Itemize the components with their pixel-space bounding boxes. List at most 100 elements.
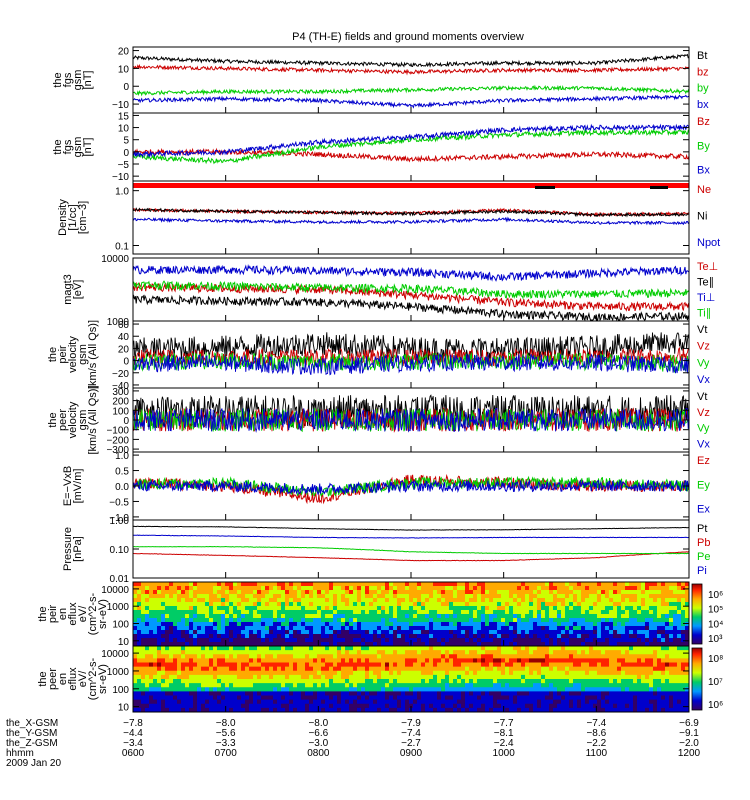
- spectro-cell: [509, 582, 514, 587]
- spectro-cell: [485, 658, 490, 664]
- spectro-cell: [605, 614, 610, 619]
- spectro-cell: [485, 594, 490, 599]
- spectro-cell: [313, 707, 318, 713]
- spectro-cell: [585, 626, 590, 631]
- spectro-cell: [617, 707, 622, 713]
- spectro-cell: [141, 683, 146, 688]
- spectro-cell: [369, 586, 374, 591]
- spectro-cell: [585, 602, 590, 607]
- spectro-cell: [277, 630, 282, 635]
- spectro-cell: [685, 634, 690, 639]
- spectro-cell: [205, 602, 210, 607]
- spectro-cell: [577, 666, 582, 672]
- spectro-cell: [481, 614, 486, 619]
- spectro-cell: [421, 666, 426, 672]
- spectro-cell: [473, 670, 478, 676]
- spectro-cell: [165, 582, 170, 587]
- spectro-cell: [453, 695, 458, 701]
- panel-frame: [132, 180, 690, 255]
- y-tick-label: 10000: [101, 649, 129, 660]
- spectro-cell: [201, 594, 206, 599]
- spectro-cell: [601, 594, 606, 599]
- spectro-cell: [337, 699, 342, 705]
- series-line-Pe: [133, 545, 689, 555]
- spectro-cell: [157, 650, 162, 655]
- spectro-cell: [329, 642, 334, 647]
- spectro-cell: [349, 586, 354, 591]
- spectro-cell: [661, 683, 666, 688]
- spectro-cell: [249, 646, 254, 651]
- spectro-cell: [457, 695, 462, 701]
- spectro-cell: [661, 699, 666, 705]
- spectro-cell: [465, 610, 470, 615]
- spectro-cell: [133, 598, 138, 603]
- spectro-cell: [165, 666, 170, 672]
- spectro-cell: [269, 707, 274, 713]
- spectro-cell: [485, 674, 490, 680]
- spectro-cell: [553, 586, 558, 591]
- spectro-cell: [397, 666, 402, 672]
- spectro-cell: [345, 683, 350, 688]
- spectro-cell: [433, 691, 438, 697]
- spectro-cell: [537, 590, 542, 595]
- spectro-cell: [645, 586, 650, 591]
- spectro-cell: [445, 703, 450, 709]
- spectro-cell: [613, 683, 618, 688]
- spectro-cell: [649, 618, 654, 623]
- spectro-cell: [565, 699, 570, 705]
- spectro-cell: [493, 654, 498, 659]
- spectro-cell: [221, 598, 226, 603]
- spectro-cell: [565, 658, 570, 664]
- spectro-cell: [185, 594, 190, 599]
- spectro-cell: [681, 610, 686, 615]
- spectro-cell: [421, 674, 426, 680]
- colorbar-label: 10⁴: [708, 619, 723, 630]
- spectro-cell: [241, 582, 246, 587]
- spectro-cell: [449, 630, 454, 635]
- spectro-cell: [209, 586, 214, 591]
- spectro-cell: [657, 622, 662, 627]
- spectro-cell: [469, 691, 474, 697]
- spectro-cell: [449, 582, 454, 587]
- spectro-cell: [577, 683, 582, 688]
- spectro-cell: [429, 695, 434, 701]
- spectro-cell: [281, 594, 286, 599]
- x-row-label: the_Y-GSM: [6, 728, 57, 739]
- spectro-cell: [185, 679, 190, 684]
- spectro-cell: [457, 650, 462, 655]
- spectro-cell: [561, 606, 566, 611]
- spectro-cell: [505, 634, 510, 639]
- spectro-cell: [333, 666, 338, 672]
- spectro-cell: [565, 683, 570, 688]
- spectro-cell: [277, 699, 282, 705]
- spectro-cell: [245, 622, 250, 627]
- spectro-cell: [637, 691, 642, 697]
- spectro-cell: [321, 683, 326, 688]
- legend-Npot: Npot: [697, 237, 720, 249]
- spectro-cell: [169, 622, 174, 627]
- spectro-cell: [565, 594, 570, 599]
- spectro-cell: [385, 674, 390, 680]
- spectro-cell: [529, 598, 534, 603]
- spectro-cell: [457, 630, 462, 635]
- spectro-cell: [581, 683, 586, 688]
- spectro-cell: [649, 707, 654, 713]
- spectro-cell: [637, 626, 642, 631]
- spectro-cell: [173, 618, 178, 623]
- spectro-cell: [133, 630, 138, 635]
- spectro-cell: [465, 642, 470, 647]
- spectro-cell: [149, 614, 154, 619]
- spectro-cell: [681, 695, 686, 701]
- spectro-cell: [325, 606, 330, 611]
- spectro-cell: [233, 687, 238, 692]
- spectro-cell: [505, 658, 510, 664]
- spectro-cell: [517, 618, 522, 623]
- spectro-cell: [589, 594, 594, 599]
- spectro-cell: [153, 610, 158, 615]
- spectro-cell: [541, 666, 546, 672]
- spectro-cell: [485, 699, 490, 705]
- spectro-cell: [449, 626, 454, 631]
- spectro-cell: [569, 626, 574, 631]
- spectro-cell: [285, 602, 290, 607]
